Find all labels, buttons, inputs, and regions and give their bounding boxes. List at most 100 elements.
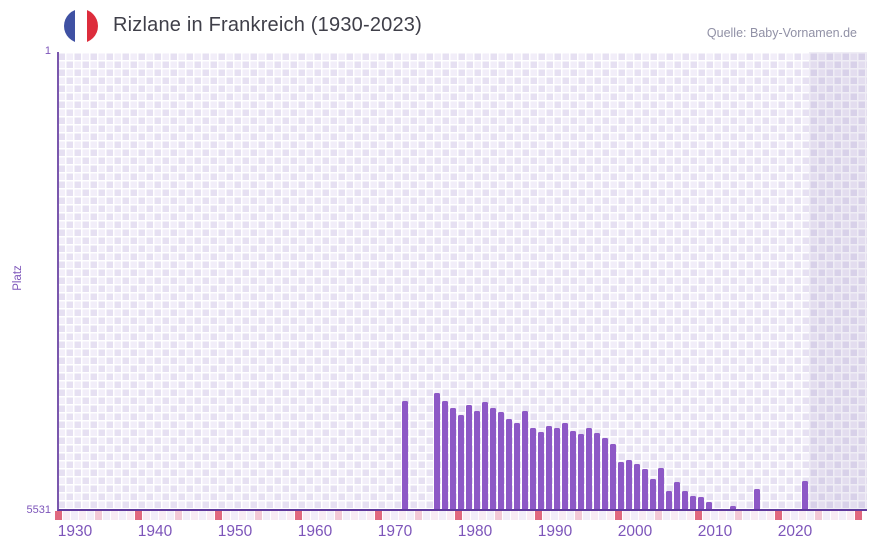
- bar-2001[interactable]: [641, 468, 649, 509]
- bar-2004[interactable]: [665, 490, 673, 509]
- no-data-marker: [119, 511, 126, 520]
- no-data-marker: [447, 511, 454, 520]
- no-data-marker: [239, 511, 246, 520]
- bar-2021[interactable]: [801, 480, 809, 509]
- no-data-marker: [431, 511, 438, 520]
- x-axis-tick-2020: 2020: [777, 523, 813, 540]
- bar-2007[interactable]: [689, 496, 697, 509]
- bar-2008[interactable]: [697, 497, 705, 509]
- bar-1986[interactable]: [521, 410, 529, 509]
- no-data-marker: [207, 511, 214, 520]
- x-axis-tick-1960: 1960: [297, 523, 333, 540]
- no-data-marker: [255, 511, 262, 520]
- bar-2009[interactable]: [705, 501, 713, 509]
- no-data-marker: [575, 511, 582, 520]
- no-data-marker: [663, 511, 670, 520]
- bar-1994[interactable]: [585, 427, 593, 509]
- bar-1980[interactable]: [473, 410, 481, 509]
- bar-1971[interactable]: [401, 401, 409, 509]
- bar-1976[interactable]: [441, 401, 449, 509]
- no-data-marker: [79, 511, 86, 520]
- no-data-marker: [215, 511, 222, 520]
- no-data-marker: [623, 511, 630, 520]
- no-data-marker: [159, 511, 166, 520]
- no-data-marker: [327, 511, 334, 520]
- no-data-marker: [615, 511, 622, 520]
- y-axis-label: Platz: [12, 265, 24, 291]
- x-axis-tick-1990: 1990: [537, 523, 573, 540]
- bar-1979[interactable]: [465, 404, 473, 509]
- no-data-marker: [151, 511, 158, 520]
- no-data-marker: [799, 511, 806, 520]
- no-data-marker: [751, 511, 758, 520]
- bar-2006[interactable]: [681, 490, 689, 509]
- no-data-marker: [399, 511, 406, 520]
- bar-1997[interactable]: [609, 443, 617, 509]
- bar-1996[interactable]: [601, 438, 609, 509]
- bar-1981[interactable]: [481, 401, 489, 509]
- bar-2005[interactable]: [673, 481, 681, 509]
- no-data-marker: [167, 511, 174, 520]
- no-data-marker: [487, 511, 494, 520]
- bar-1999[interactable]: [625, 459, 633, 509]
- bar-2002[interactable]: [649, 478, 657, 509]
- flag-blue-stripe: [64, 9, 76, 43]
- bar-1983[interactable]: [497, 411, 505, 509]
- no-data-marker: [727, 511, 734, 520]
- no-data-marker: [567, 511, 574, 520]
- x-axis-tick-1970: 1970: [377, 523, 413, 540]
- no-data-marker: [543, 511, 550, 520]
- no-data-marker: [815, 511, 822, 520]
- no-data-marker: [599, 511, 606, 520]
- no-data-marker: [583, 511, 590, 520]
- x-axis-tick-1980: 1980: [457, 523, 493, 540]
- bar-1982[interactable]: [489, 408, 497, 509]
- no-data-marker: [559, 511, 566, 520]
- x-axis-tick-2000: 2000: [617, 523, 653, 540]
- bar-1978[interactable]: [457, 415, 465, 509]
- bar-1975[interactable]: [433, 393, 441, 509]
- no-data-marker: [687, 511, 694, 520]
- x-axis-ticks: 1930 1940 1950 1960 1970 1980 1990 2000 2010 2020: [57, 523, 865, 543]
- bar-1991[interactable]: [561, 423, 569, 509]
- no-data-marker: [375, 511, 382, 520]
- bar-2012[interactable]: [729, 505, 737, 509]
- no-data-marker: [535, 511, 542, 520]
- no-data-marker: [647, 511, 654, 520]
- bar-1988[interactable]: [537, 432, 545, 509]
- france-flag-circle-icon: [64, 9, 98, 43]
- bar-1987[interactable]: [529, 428, 537, 509]
- no-data-marker: [191, 511, 198, 520]
- no-data-marker: [735, 511, 742, 520]
- bar-1989[interactable]: [545, 425, 553, 509]
- no-data-marker: [527, 511, 534, 520]
- no-data-marker: [743, 511, 750, 520]
- bar-1992[interactable]: [569, 431, 577, 509]
- bar-1990[interactable]: [553, 428, 561, 509]
- no-data-marker: [791, 511, 798, 520]
- bar-1977[interactable]: [449, 408, 457, 509]
- x-axis-tick-1930: 1930: [57, 523, 93, 540]
- bar-1993[interactable]: [577, 434, 585, 509]
- bar-1995[interactable]: [593, 433, 601, 509]
- chart-title: Rizlane in Frankreich (1930-2023): [113, 14, 422, 36]
- no-data-marker: [511, 511, 518, 520]
- bar-2000[interactable]: [633, 464, 641, 509]
- no-data-marker: [247, 511, 254, 520]
- no-data-marker: [271, 511, 278, 520]
- bar-2003[interactable]: [657, 468, 665, 509]
- no-data-marker: [231, 511, 238, 520]
- no-data-marker: [351, 511, 358, 520]
- flag-white-stripe: [75, 9, 87, 43]
- bar-1984[interactable]: [505, 419, 513, 509]
- no-data-marker: [391, 511, 398, 520]
- no-data-marker: [639, 511, 646, 520]
- no-data-marker: [719, 511, 726, 520]
- bar-1998[interactable]: [617, 461, 625, 509]
- no-data-marker: [311, 511, 318, 520]
- bar-1985[interactable]: [513, 423, 521, 509]
- bar-2015[interactable]: [753, 489, 761, 509]
- no-data-marker: [143, 511, 150, 520]
- no-data-marker: [607, 511, 614, 520]
- x-axis-tick-2010: 2010: [697, 523, 733, 540]
